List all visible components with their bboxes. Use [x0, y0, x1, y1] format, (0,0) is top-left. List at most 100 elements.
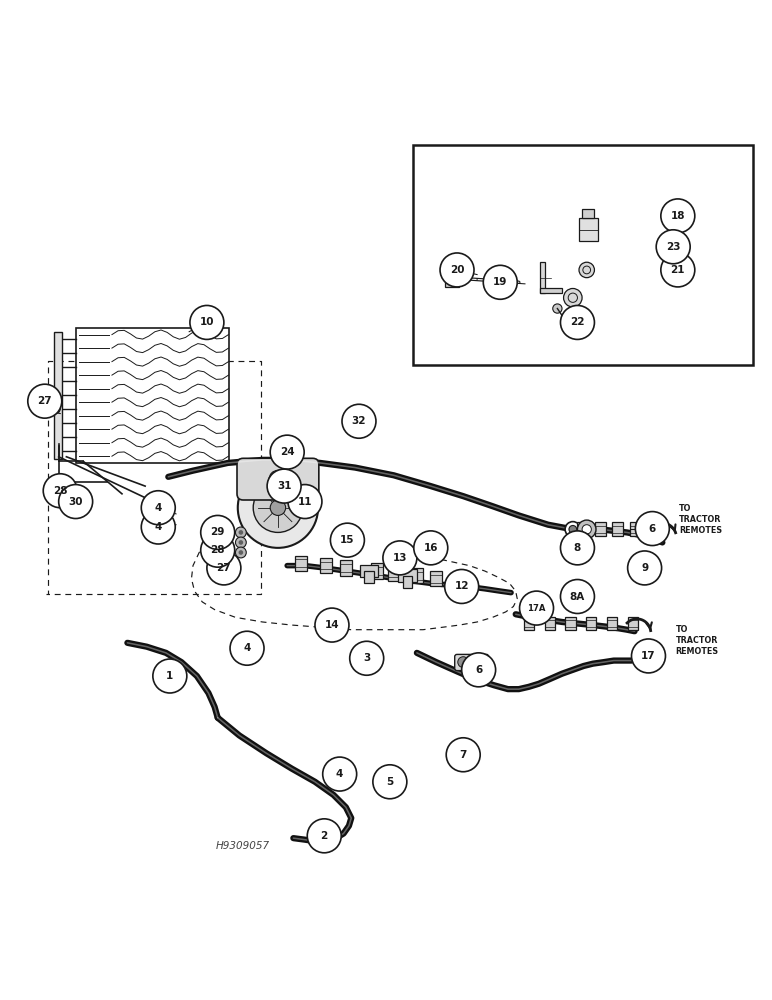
- Circle shape: [446, 738, 480, 772]
- Bar: [524, 617, 534, 630]
- Text: 12: 12: [455, 581, 469, 591]
- Bar: [320, 558, 331, 573]
- Bar: [430, 571, 442, 586]
- Circle shape: [239, 550, 243, 555]
- Circle shape: [577, 520, 596, 539]
- Circle shape: [59, 485, 93, 519]
- Circle shape: [373, 765, 407, 799]
- Text: 23: 23: [666, 242, 680, 252]
- Text: 4: 4: [154, 503, 162, 513]
- Bar: [545, 617, 555, 630]
- Circle shape: [635, 512, 669, 546]
- Circle shape: [414, 531, 448, 565]
- Text: 31: 31: [277, 481, 291, 491]
- Circle shape: [235, 537, 246, 548]
- Circle shape: [141, 491, 175, 525]
- Circle shape: [323, 757, 357, 791]
- Text: 5: 5: [386, 777, 394, 787]
- Bar: [449, 573, 461, 589]
- Circle shape: [458, 657, 469, 668]
- Text: H9309057: H9309057: [216, 841, 270, 851]
- Text: 1: 1: [166, 671, 174, 681]
- Text: 4: 4: [336, 769, 344, 779]
- Circle shape: [462, 653, 496, 687]
- Bar: [54, 332, 62, 459]
- Circle shape: [520, 591, 554, 625]
- Bar: [340, 560, 351, 576]
- Text: 9: 9: [641, 563, 648, 573]
- Circle shape: [230, 631, 264, 665]
- Bar: [579, 218, 598, 241]
- Text: 24: 24: [280, 447, 294, 457]
- Circle shape: [661, 199, 695, 233]
- Circle shape: [342, 404, 376, 438]
- Circle shape: [238, 468, 318, 548]
- Bar: [445, 273, 459, 287]
- Circle shape: [201, 515, 235, 549]
- Circle shape: [656, 230, 690, 264]
- Circle shape: [307, 819, 341, 853]
- Circle shape: [207, 551, 241, 585]
- Circle shape: [269, 470, 286, 488]
- Text: TO
TRACTOR
REMOTES: TO TRACTOR REMOTES: [679, 504, 723, 535]
- Bar: [540, 288, 562, 293]
- Text: 4: 4: [243, 643, 251, 653]
- Circle shape: [445, 569, 479, 603]
- Bar: [582, 209, 594, 218]
- Text: 6: 6: [475, 665, 482, 675]
- Text: 10: 10: [200, 317, 214, 327]
- Circle shape: [235, 527, 246, 538]
- Circle shape: [330, 523, 364, 557]
- Circle shape: [564, 288, 582, 307]
- Circle shape: [560, 305, 594, 339]
- Bar: [607, 617, 618, 630]
- Text: 16: 16: [424, 543, 438, 553]
- Text: 20: 20: [450, 265, 464, 275]
- Bar: [388, 566, 400, 581]
- Text: 15: 15: [340, 535, 354, 545]
- Circle shape: [631, 639, 665, 673]
- Text: 17: 17: [642, 651, 655, 661]
- Text: 30: 30: [69, 497, 83, 507]
- Circle shape: [190, 305, 224, 339]
- Text: 22: 22: [571, 317, 584, 327]
- FancyBboxPatch shape: [237, 458, 319, 500]
- Circle shape: [569, 525, 577, 533]
- Bar: [594, 522, 605, 536]
- Circle shape: [153, 659, 187, 693]
- Circle shape: [350, 641, 384, 675]
- Circle shape: [239, 530, 243, 535]
- Circle shape: [628, 551, 662, 585]
- Circle shape: [235, 547, 246, 558]
- Circle shape: [579, 262, 594, 278]
- Text: 29: 29: [211, 527, 225, 537]
- Text: 19: 19: [493, 277, 507, 287]
- Circle shape: [201, 533, 235, 567]
- Circle shape: [553, 304, 562, 313]
- Circle shape: [253, 483, 303, 532]
- Bar: [413, 145, 753, 365]
- Text: 3: 3: [363, 653, 371, 663]
- Bar: [76, 328, 229, 463]
- Circle shape: [270, 435, 304, 469]
- Text: 8: 8: [574, 543, 581, 553]
- Text: 14: 14: [325, 620, 339, 630]
- Text: 28: 28: [53, 486, 67, 496]
- Bar: [577, 522, 588, 536]
- Circle shape: [51, 404, 60, 414]
- Text: 6: 6: [648, 524, 656, 534]
- Circle shape: [582, 525, 591, 534]
- Circle shape: [267, 469, 301, 503]
- Text: 27: 27: [38, 396, 52, 406]
- Circle shape: [560, 531, 594, 565]
- Text: 18: 18: [671, 211, 685, 221]
- Text: 27: 27: [217, 563, 231, 573]
- Bar: [647, 522, 658, 536]
- Circle shape: [141, 510, 175, 544]
- FancyBboxPatch shape: [455, 654, 489, 671]
- Bar: [371, 563, 382, 579]
- Circle shape: [565, 522, 581, 537]
- Circle shape: [440, 253, 474, 287]
- Text: 2: 2: [320, 831, 328, 841]
- Circle shape: [661, 253, 695, 287]
